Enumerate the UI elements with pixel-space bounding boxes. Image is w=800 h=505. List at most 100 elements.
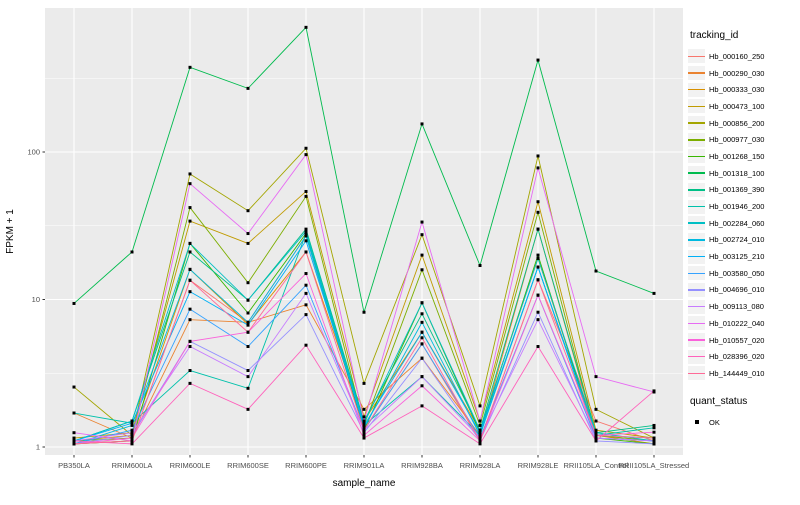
- x-tick-label: PB350LA: [58, 461, 90, 470]
- point-marker: [478, 433, 482, 437]
- point-marker: [420, 233, 424, 237]
- legend-item-Hb_000473_100: Hb_000473_100: [688, 98, 800, 115]
- point-marker: [536, 265, 540, 269]
- point-marker: [246, 209, 250, 213]
- legend-panel: tracking_id Hb_000160_250 Hb_000290_030 Hb…: [688, 0, 800, 500]
- point-marker: [652, 436, 656, 440]
- point-marker: [536, 227, 540, 231]
- x-tick-label: RRIM928LA: [460, 461, 501, 470]
- x-tick-label: RRIM600PE: [285, 461, 327, 470]
- point-marker: [304, 25, 308, 29]
- y-tick-label: 100: [27, 148, 40, 157]
- point-marker: [304, 250, 308, 254]
- point-marker: [72, 436, 76, 440]
- point-marker: [478, 431, 482, 435]
- point-marker: [362, 381, 366, 385]
- legend-line-icon: [688, 139, 705, 141]
- legend-item-Hb_144449_010: Hb_144449_010: [688, 365, 800, 382]
- point-marker: [246, 311, 250, 315]
- point-marker: [536, 310, 540, 314]
- point-marker: [536, 210, 540, 214]
- legend-line-icon: [688, 172, 705, 174]
- legend-item-label: Hb_002284_060: [709, 218, 765, 228]
- legend-line-icon: [688, 122, 705, 124]
- x-tick-label: RRIM928LE: [518, 461, 559, 470]
- point-marker: [536, 166, 540, 170]
- legend-line-icon: [688, 239, 705, 241]
- point-marker: [188, 172, 192, 176]
- point-marker: [420, 301, 424, 305]
- point-marker: [130, 436, 134, 440]
- legend-item-label: Hb_003580_050: [709, 268, 765, 278]
- point-marker: [188, 339, 192, 343]
- point-marker: [420, 356, 424, 360]
- point-marker: [594, 428, 598, 432]
- legend-line-icon: [688, 105, 705, 108]
- point-marker: [362, 431, 366, 435]
- point-marker: [130, 419, 134, 423]
- legend-line-icon: [688, 55, 705, 58]
- point-marker: [594, 407, 598, 411]
- legend-item-label: Hb_003125_210: [709, 252, 765, 262]
- point-marker: [420, 312, 424, 316]
- point-marker: [188, 345, 192, 349]
- point-marker: [130, 431, 134, 435]
- legend-item-label: Hb_001268_150: [709, 151, 765, 161]
- point-marker: [420, 336, 424, 340]
- point-marker: [420, 122, 424, 126]
- point-marker: [420, 320, 424, 324]
- legend-item-label: Hb_000290_030: [709, 68, 765, 78]
- legend-line-icon: [688, 355, 705, 358]
- legend-key-swatch: [688, 232, 705, 247]
- x-tick-label: RRIM600LE: [170, 461, 211, 470]
- quant-legend-item: OK: [688, 414, 800, 431]
- legend-line-icon: [688, 322, 705, 325]
- point-marker: [420, 253, 424, 257]
- point-marker: [652, 439, 656, 443]
- point-marker: [478, 442, 482, 446]
- legend-item-Hb_004696_010: Hb_004696_010: [688, 282, 800, 299]
- point-marker: [188, 241, 192, 245]
- point-marker: [362, 433, 366, 437]
- point-marker: [130, 428, 134, 432]
- point-marker: [304, 303, 308, 307]
- point-marker: [304, 194, 308, 198]
- legend-line-icon: [688, 289, 705, 291]
- point-marker: [188, 381, 192, 385]
- point-marker: [420, 384, 424, 388]
- legend-key-swatch: [688, 249, 705, 264]
- point-marker: [246, 386, 250, 390]
- point-marker: [652, 291, 656, 295]
- legend-item-label: Hb_000977_030: [709, 135, 765, 145]
- x-tick-label: RRII105LA_Stressed: [619, 461, 689, 470]
- legend-item-label: Hb_028396_020: [709, 352, 765, 362]
- point-marker: [536, 278, 540, 282]
- point-marker: [362, 407, 366, 411]
- legend-item-label: Hb_010222_040: [709, 318, 765, 328]
- point-marker: [246, 330, 250, 334]
- point-marker: [594, 419, 598, 423]
- point-marker: [72, 439, 76, 443]
- legend-item-Hb_000333_030: Hb_000333_030: [688, 81, 800, 98]
- legend-item-label: Hb_000856_200: [709, 118, 765, 128]
- point-marker: [246, 241, 250, 245]
- legend-line-icon: [688, 305, 705, 308]
- x-tick-label: RRIM901LA: [344, 461, 385, 470]
- point-marker: [188, 307, 192, 311]
- legend-line-icon: [688, 155, 705, 158]
- point-marker: [246, 375, 250, 379]
- point-marker: [536, 58, 540, 62]
- point-marker: [652, 423, 656, 427]
- point-marker: [652, 442, 656, 446]
- point-marker: [188, 318, 192, 322]
- legend-item-Hb_000160_250: Hb_000160_250: [688, 48, 800, 65]
- point-marker: [594, 439, 598, 443]
- legend-item-label: Hb_000473_100: [709, 101, 765, 111]
- point-marker: [594, 375, 598, 379]
- legend-title: tracking_id: [690, 30, 739, 41]
- point-marker: [478, 419, 482, 423]
- point-marker: [362, 436, 366, 440]
- legend-key-swatch: [688, 82, 705, 97]
- point-marker: [130, 250, 134, 254]
- point-marker: [304, 283, 308, 287]
